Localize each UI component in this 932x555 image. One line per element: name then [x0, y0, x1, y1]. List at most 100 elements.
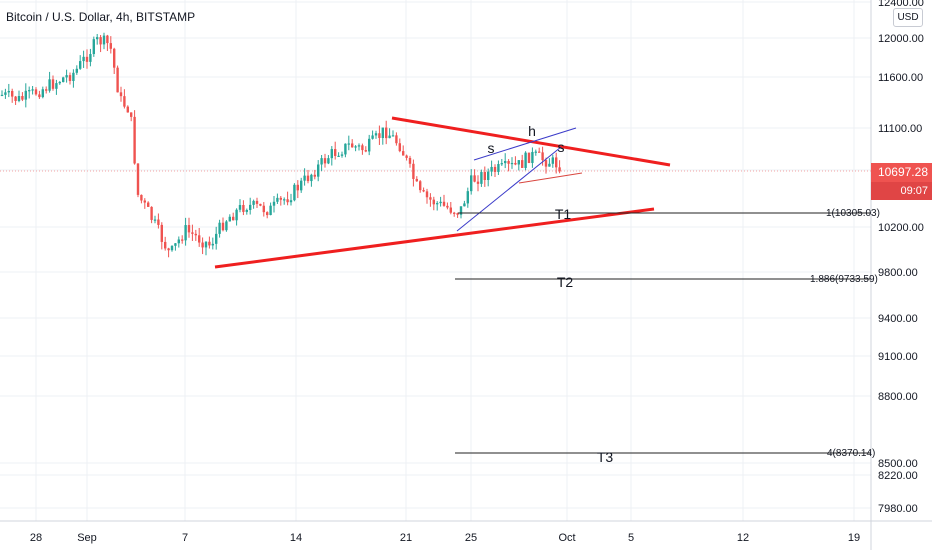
time-axis-label: 25 [465, 532, 477, 544]
candle-body [456, 213, 459, 215]
candle-body [493, 166, 497, 172]
candle-body [283, 199, 286, 201]
candle-body [75, 68, 78, 73]
candle-body [510, 162, 514, 165]
candle-body [500, 163, 503, 165]
candle-body [136, 163, 140, 195]
candle-body [116, 67, 119, 93]
candle-body [133, 116, 136, 164]
candle-body [300, 180, 303, 191]
price-axis-label: 11100.00 [878, 123, 922, 135]
candle-body [412, 163, 415, 179]
candle-body [204, 241, 208, 248]
candle-body [408, 157, 412, 164]
candle-body [72, 72, 75, 81]
price-axis-label: 8220.00 [878, 470, 918, 482]
candle-body [187, 225, 191, 233]
candle-body [99, 37, 102, 45]
candle-body [48, 79, 51, 91]
candle-body [245, 209, 248, 212]
candle-body [259, 203, 262, 206]
candle-body [286, 199, 289, 203]
candle-body [242, 205, 245, 212]
candle-body [262, 205, 265, 213]
candle-body [442, 201, 446, 206]
candle-body [4, 92, 7, 95]
candle-body [184, 225, 187, 241]
candle-body [92, 39, 95, 55]
candle-body [167, 248, 170, 251]
candle-body [279, 197, 282, 200]
time-axis-label: 14 [290, 532, 302, 544]
candle-body [306, 175, 310, 182]
candle-body [228, 216, 231, 222]
candle-body [102, 35, 106, 45]
target-label-t3: T3 [597, 449, 614, 465]
candle-body [504, 161, 507, 164]
candle-body [191, 232, 194, 234]
candle-body [357, 145, 361, 147]
candle-body [555, 157, 558, 168]
candle-body [147, 202, 150, 207]
candle-body [235, 209, 238, 221]
candle-body [371, 135, 374, 139]
last-price-tag: 10697.28 [871, 163, 932, 182]
wedge-lower-line [456, 146, 562, 232]
chart-title: Bitcoin / U.S. Dollar, 4h, BITSTAMP [6, 10, 196, 24]
candle-body [313, 174, 316, 177]
candle-body [514, 162, 517, 165]
candle-body [225, 221, 228, 231]
candle-body [497, 164, 500, 172]
candle-body [198, 235, 201, 243]
price-axis-label: 11600.00 [878, 72, 923, 84]
candle-body [238, 205, 242, 210]
time-axis-label: 19 [848, 532, 860, 544]
candle-body [558, 167, 561, 172]
candle-body [487, 171, 490, 180]
candle-body [272, 201, 276, 206]
candle-body [480, 172, 483, 184]
candle-body [330, 149, 333, 159]
candle-body [181, 239, 184, 241]
candle-body [119, 92, 123, 97]
currency-badge[interactable]: USD [893, 8, 923, 27]
candle-body [483, 172, 486, 180]
candle-body [449, 207, 452, 213]
candle-body [378, 133, 381, 138]
candle-body [334, 149, 337, 156]
candle-body [157, 219, 160, 225]
candle-body [344, 143, 347, 155]
candle-body [96, 37, 99, 40]
time-axis-label: Oct [558, 532, 575, 544]
candle-body [45, 89, 48, 91]
candle-body [439, 201, 442, 204]
candle-body [11, 90, 14, 97]
time-axis-label: 21 [400, 532, 412, 544]
candle-body [459, 206, 463, 215]
candle-body [351, 143, 354, 148]
pattern-label: h [528, 123, 536, 139]
candle-body [232, 216, 235, 221]
candle-body [391, 135, 395, 137]
time-axis-label: 5 [628, 532, 634, 544]
candle-body [221, 222, 225, 231]
candle-body [364, 150, 367, 152]
candle-body [65, 75, 68, 78]
candle-body [177, 239, 180, 244]
candle-body [320, 158, 323, 165]
candle-body [201, 242, 204, 248]
upper-trendline [391, 116, 671, 167]
candle-body [14, 96, 17, 101]
lower-trendline [214, 207, 655, 269]
candle-body [544, 160, 548, 167]
candle-body [68, 75, 72, 81]
price-axis-label: 10200.00 [878, 222, 924, 234]
neckline [518, 172, 583, 184]
candle-body [106, 35, 109, 44]
time-axis-label: Sep [77, 532, 97, 544]
candle-body [82, 56, 85, 62]
price-axis-label: 9800.00 [878, 267, 918, 279]
candle-body [361, 145, 364, 151]
